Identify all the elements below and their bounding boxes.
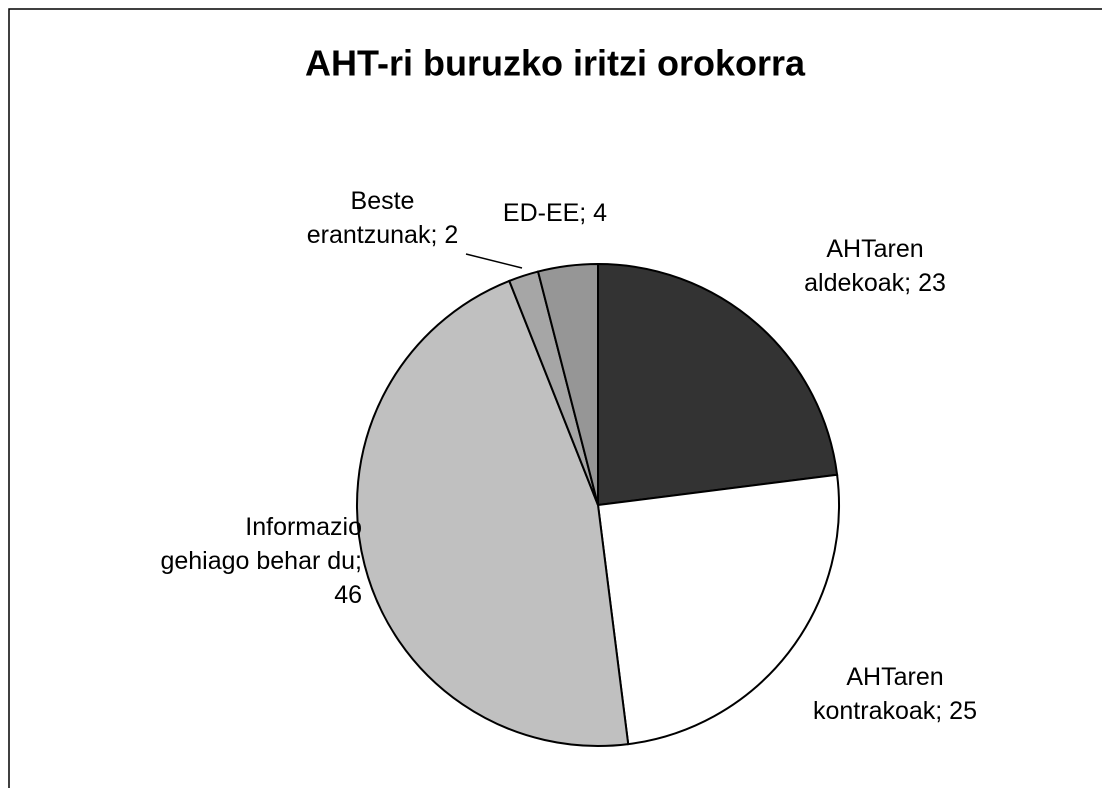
data-label: AHTaren kontrakoak; 25 [813,663,977,725]
pie-slice [356,279,630,747]
pie-slice [596,473,840,746]
pie-slice [536,262,599,506]
data-label: Beste erantzunak; 2 [306,187,459,249]
chart-title: AHT-ri buruzko iritzi orokorra [305,43,806,84]
data-label: Informazio gehiago behar du; 46 [160,513,362,609]
leader-line [465,253,523,269]
data-label: AHTaren aldekoak; 23 [804,235,946,297]
data-label: ED-EE; 4 [502,199,608,227]
pie-slice [597,262,839,507]
